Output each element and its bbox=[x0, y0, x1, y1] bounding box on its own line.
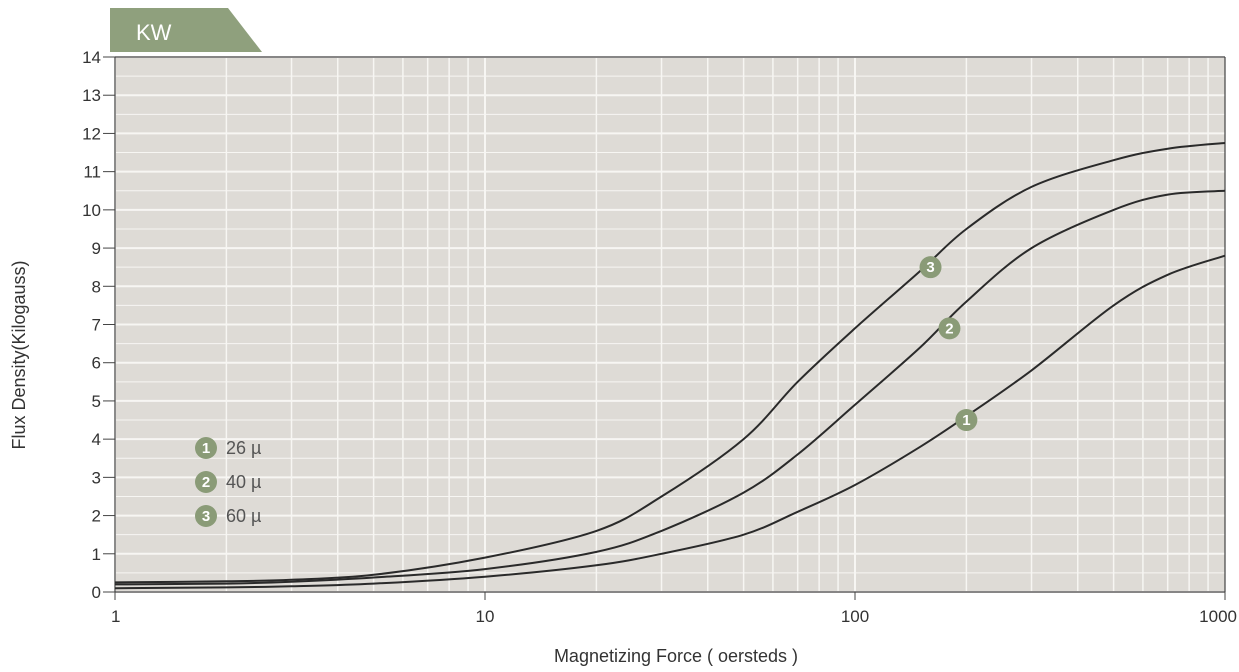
x-tick-label: 1 bbox=[111, 607, 120, 626]
y-tick-label: 9 bbox=[92, 239, 101, 258]
series-marker-label-1: 1 bbox=[962, 412, 970, 429]
x-axis-ticks: 1 10 100 1000 bbox=[111, 592, 1237, 626]
y-tick-label: 5 bbox=[92, 392, 101, 411]
y-tick-label: 10 bbox=[82, 201, 101, 220]
x-tick-label: 1000 bbox=[1199, 607, 1237, 626]
y-tick-label: 4 bbox=[92, 430, 101, 449]
x-tick-label: 100 bbox=[841, 607, 869, 626]
series-marker-1 bbox=[955, 409, 978, 432]
y-tick-label: 12 bbox=[82, 124, 101, 143]
series-line-1 bbox=[114, 254, 1226, 590]
y-tick-label: 14 bbox=[82, 48, 101, 67]
series-line-2 bbox=[114, 189, 1226, 586]
legend-marker-number: 1 bbox=[202, 440, 210, 457]
product-tab-label: KW bbox=[136, 20, 172, 45]
series-markers: 1 2 3 bbox=[919, 256, 978, 432]
legend-marker-3 bbox=[195, 505, 217, 527]
legend-marker-number: 2 bbox=[202, 474, 210, 491]
product-tab-background bbox=[110, 8, 262, 52]
y-tick-label: 8 bbox=[92, 277, 101, 296]
legend-label: 60 µ bbox=[226, 506, 261, 526]
legend: 1 26 µ 2 40 µ 3 60 µ bbox=[195, 437, 261, 527]
series-line-3 bbox=[114, 142, 1226, 584]
y-tick-label: 6 bbox=[92, 354, 101, 373]
series-marker-label-2: 2 bbox=[945, 320, 953, 337]
y-axis-title: Flux Density(Kilogauss) bbox=[9, 260, 29, 449]
series-lines bbox=[114, 142, 1226, 590]
series-marker-2 bbox=[938, 317, 961, 340]
series-marker-3 bbox=[919, 256, 942, 279]
y-tick-label: 7 bbox=[92, 316, 101, 335]
legend-marker-number: 3 bbox=[202, 508, 210, 525]
y-tick-label: 0 bbox=[92, 583, 101, 602]
x-axis-title: Magnetizing Force ( oersteds ) bbox=[554, 646, 798, 666]
y-tick-label: 1 bbox=[92, 545, 101, 564]
legend-label: 40 µ bbox=[226, 472, 261, 492]
series-marker-label-3: 3 bbox=[926, 259, 934, 276]
product-tab: KW bbox=[110, 8, 262, 52]
y-tick-label: 13 bbox=[82, 86, 101, 105]
y-tick-label: 3 bbox=[92, 468, 101, 487]
x-tick-label: 10 bbox=[476, 607, 495, 626]
legend-label: 26 µ bbox=[226, 438, 261, 458]
legend-marker-1 bbox=[195, 437, 217, 459]
legend-marker-2 bbox=[195, 471, 217, 493]
y-tick-label: 2 bbox=[92, 507, 101, 526]
grid-lines bbox=[114, 56, 1225, 593]
axes bbox=[114, 56, 1226, 593]
y-tick-label: 11 bbox=[83, 163, 101, 182]
